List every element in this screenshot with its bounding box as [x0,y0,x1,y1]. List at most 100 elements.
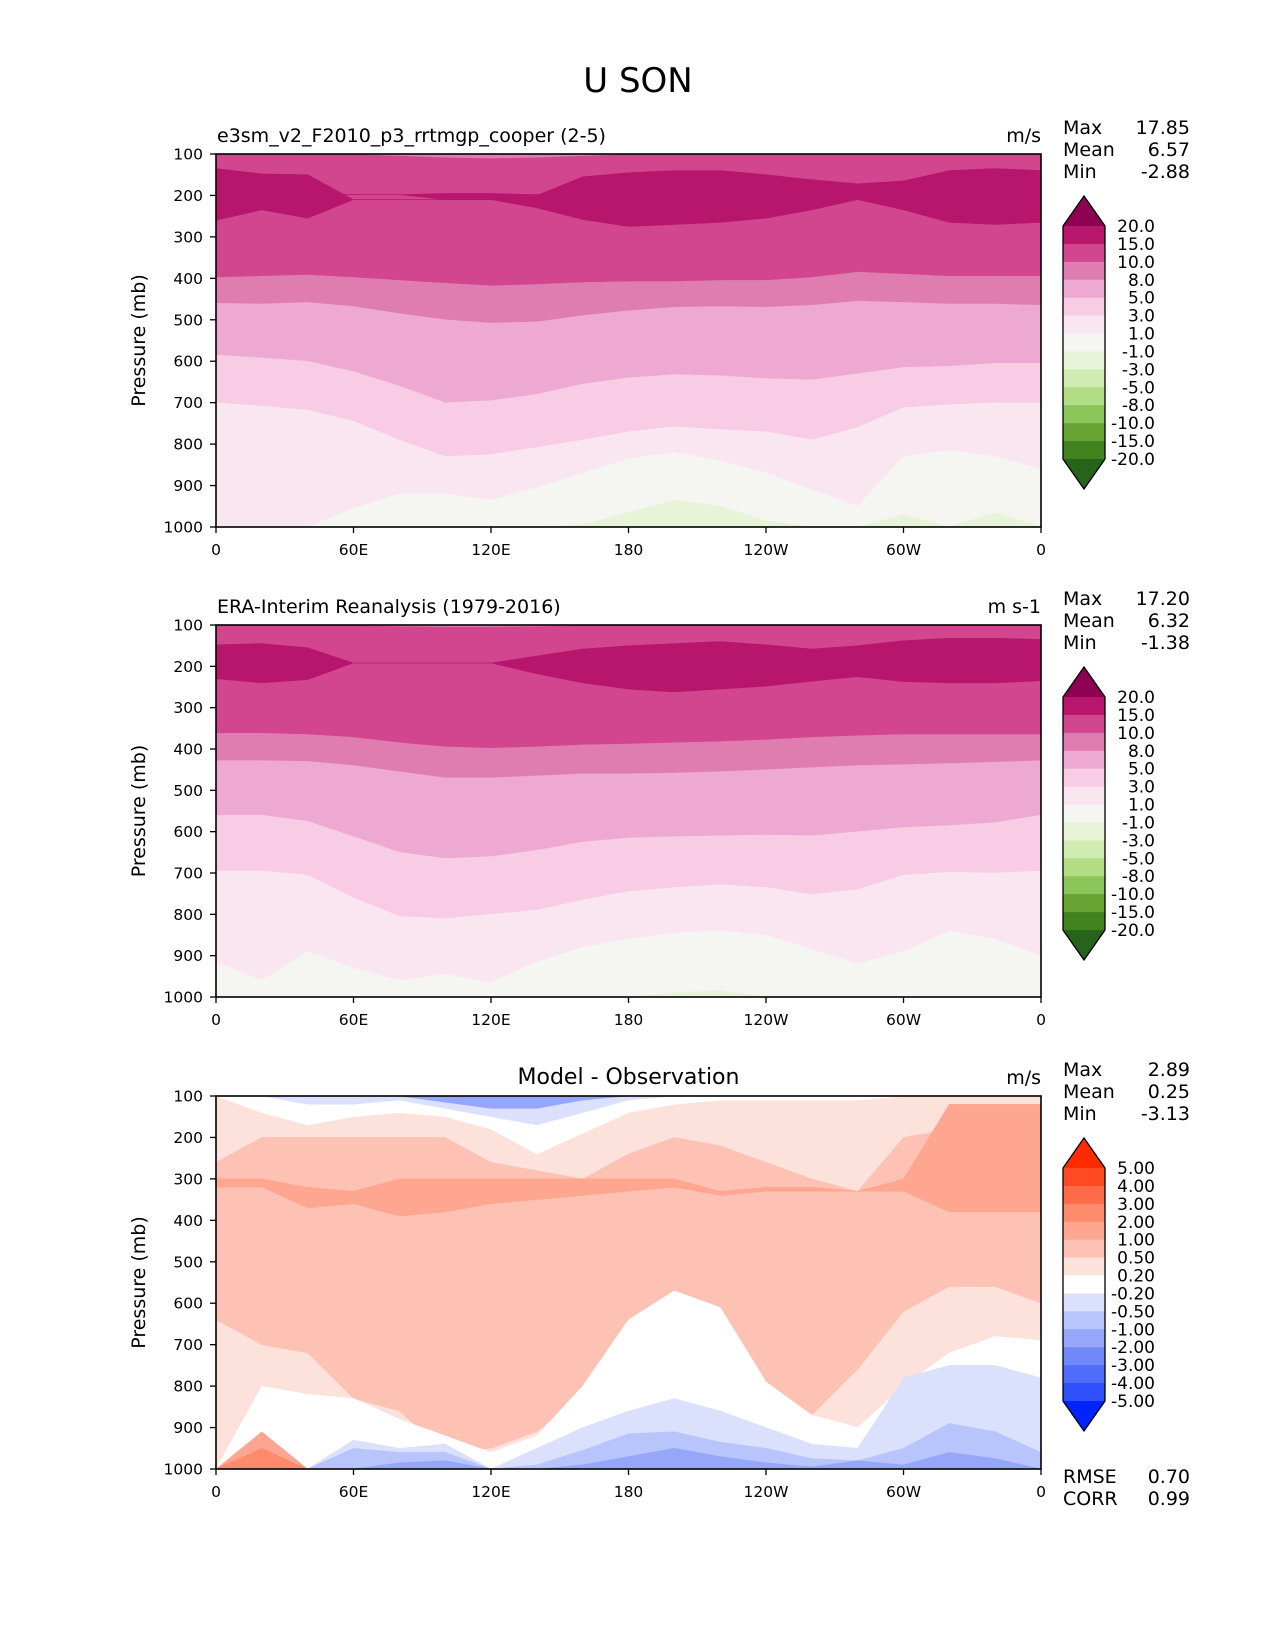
colorbar-tick-label: 8.0 [1128,271,1155,291]
colorbar-tick-label: 10.0 [1117,253,1155,273]
contour-band [216,154,1041,159]
x-tick-label: 180 [614,1011,644,1029]
colorbar-extend-min [1063,459,1105,489]
stat-value-mean: 6.32 [1148,610,1190,632]
colorbar-swatch [1063,714,1105,734]
colorbar-tick-label: 1.0 [1128,325,1155,345]
x-tick-label: 120E [471,1483,510,1501]
x-tick-label: 0 [211,541,221,559]
colorbar-swatch [1063,441,1105,460]
colorbar-tick-label: -1.00 [1111,1320,1155,1340]
y-tick-label: 200 [173,187,203,205]
panel-reference: 100 200 300 400 500 600 700 800 900 1000 0 60E 120E 1… [128,588,1190,1029]
units-label: m/s [1006,1067,1041,1089]
colorbar-swatch [1063,1329,1105,1348]
colorbar-swatch [1063,243,1105,263]
y-tick-label: 400 [173,1212,203,1230]
colorbar-swatch [1063,894,1105,913]
colorbar-tick-label: 4.00 [1117,1177,1155,1197]
x-tick-label: 60E [339,1483,369,1501]
y-tick-label: 300 [173,699,203,717]
stat-value-rmse: 0.70 [1148,1466,1190,1488]
colorbar-tick-label: 5.0 [1128,760,1155,780]
colorbar-swatch [1063,261,1105,281]
y-tick-label: 800 [173,906,203,924]
colorbar-swatch [1063,1168,1105,1187]
colorbar-swatch [1063,840,1105,859]
colorbar-tick-label: 15.0 [1117,235,1155,255]
colorbar: 20.015.010.08.05.03.01.0-1.0-3.0-5.0-8.0… [1062,194,1155,491]
x-tick-label: 0 [211,1483,221,1501]
x-tick-label: 180 [614,541,644,559]
y-tick-label: 100 [173,1088,203,1106]
colorbar-tick-label: -0.50 [1111,1302,1155,1322]
contour-field [216,154,1041,527]
y-tick-label: 1000 [164,989,203,1007]
colorbar-tick-label: 1.0 [1128,796,1155,816]
panel-difference: 100 200 300 400 500 600 700 800 900 1000 0 60E 120E 1… [128,1059,1190,1510]
y-tick-label: 900 [173,1419,203,1437]
colorbar-swatch [1063,786,1105,806]
y-axis-label: Pressure (mb) [128,274,150,407]
panel-test: 100 200 300 400 500 600 700 800 900 1000 0 60E 120E 1… [128,117,1190,559]
stat-label-max: Max [1063,1059,1102,1081]
colorbar-tick-label: -3.0 [1122,360,1155,380]
y-tick-label: 400 [173,741,203,759]
contour-band [216,1365,1041,1469]
colorbar-outline [1062,665,1106,962]
colorbar-tick-label: 3.0 [1128,307,1155,327]
stat-value-mean: 0.25 [1148,1081,1190,1103]
y-tick-label: 500 [173,311,203,329]
colorbar-swatch [1063,1293,1105,1312]
colorbar-tick-label: 20.0 [1117,688,1155,708]
colorbar-swatch [1063,1311,1105,1330]
colorbar-swatch [1063,226,1105,245]
contour-band [216,1448,1041,1469]
colorbar-tick-label: -8.0 [1122,867,1155,887]
colorbar-tick-label: -20.0 [1111,450,1155,470]
stat-label-min: Min [1063,632,1097,654]
stat-label-mean: Mean [1063,1081,1115,1103]
stat-label-mean: Mean [1063,610,1115,632]
contour-band [216,450,1041,527]
stat-value-min: -3.13 [1141,1103,1190,1125]
colorbar-outline [1062,194,1106,491]
colorbar-swatch [1063,369,1105,388]
colorbar-swatch [1063,822,1105,841]
contour-band [216,930,1041,997]
x-tick-label: 120W [744,1011,789,1029]
colorbar-swatch [1063,750,1105,770]
colorbar-swatch [1063,1275,1105,1294]
stat-value-max: 2.89 [1148,1059,1190,1081]
colorbar-tick-label: -15.0 [1111,903,1155,923]
colorbar-swatch [1063,1185,1105,1205]
colorbar-tick-label: -0.20 [1111,1284,1155,1304]
panel-title: e3sm_v2_F2010_p3_rrtmgp_cooper (2-5) [217,125,606,147]
stat-value-mean: 6.57 [1148,139,1190,161]
contour-band [216,1096,1041,1109]
colorbar-tick-label: -5.0 [1122,849,1155,869]
colorbar-tick-label: -3.0 [1122,831,1155,851]
x-tick-label: 60W [886,1483,921,1501]
colorbar-tick-label: 15.0 [1117,706,1155,726]
colorbar-tick-label: 8.0 [1128,742,1155,762]
panel-title: ERA-Interim Reanalysis (1979-2016) [217,596,561,618]
colorbar-extend-max [1063,667,1105,697]
y-tick-label: 800 [173,1378,203,1396]
stat-value-min: -2.88 [1141,161,1190,183]
colorbar-extend-max [1063,1138,1105,1168]
colorbar-swatch [1063,1383,1105,1402]
stat-label-min: Min [1063,161,1097,183]
contour-field [216,1096,1041,1469]
y-tick-label: 100 [173,146,203,164]
y-tick-label: 500 [173,782,203,800]
y-tick-label: 900 [173,947,203,965]
colorbar-tick-label: -2.00 [1111,1338,1155,1358]
contour-band [216,1096,1041,1126]
colorbar-swatch [1063,1347,1105,1366]
contour-band [216,499,1041,527]
stat-value-max: 17.85 [1136,117,1190,139]
colorbar-swatch [1063,1203,1105,1223]
colorbar-tick-label: -10.0 [1111,885,1155,905]
colorbar-tick-label: -1.0 [1122,342,1155,362]
